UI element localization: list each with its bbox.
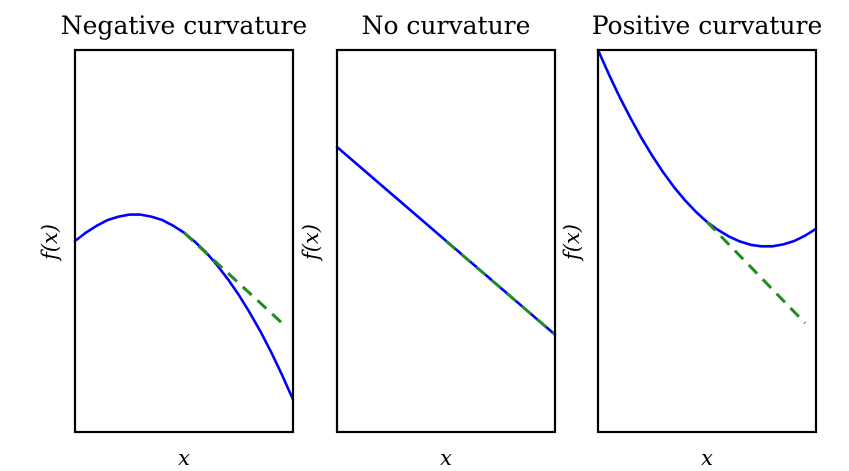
panel-title: No curvature bbox=[362, 11, 531, 40]
panel-title: Negative curvature bbox=[61, 11, 307, 40]
panel-title: Positive curvature bbox=[592, 11, 823, 40]
plot-frame bbox=[335, 48, 557, 434]
tangent-line bbox=[182, 231, 284, 325]
curve-line bbox=[335, 145, 557, 336]
x-axis-label: x bbox=[701, 446, 713, 470]
plot-frame bbox=[73, 48, 295, 434]
x-axis-label: x bbox=[440, 446, 452, 470]
curve-line bbox=[596, 48, 818, 248]
y-axis-label: f(x) bbox=[38, 224, 62, 262]
y-axis-label: f(x) bbox=[299, 224, 323, 262]
plot-frame bbox=[596, 48, 818, 434]
panel-positive-curvature: Positive curvature f(x) x bbox=[560, 11, 822, 470]
y-axis-label: f(x) bbox=[560, 224, 584, 262]
tangent-line bbox=[705, 220, 807, 325]
panel-no-curvature: No curvature f(x) x bbox=[299, 11, 557, 470]
x-axis-label: x bbox=[178, 446, 190, 470]
curve-line bbox=[73, 213, 295, 401]
panel-negative-curvature: Negative curvature f(x) x bbox=[38, 11, 307, 470]
tangent-line bbox=[445, 239, 556, 336]
